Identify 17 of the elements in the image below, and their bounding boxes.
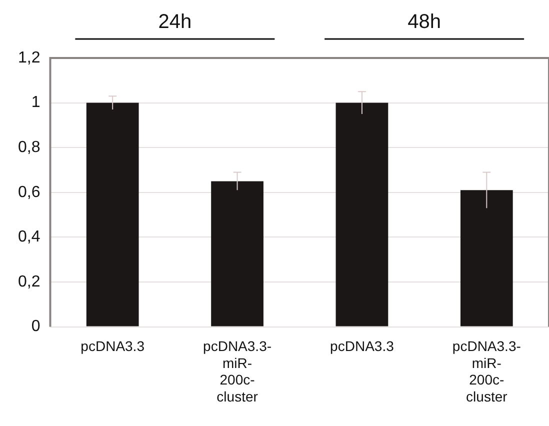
x-tick-label: pcDNA3.3-miR-200c-cluster <box>203 338 272 404</box>
y-tick-label: 1 <box>31 94 40 112</box>
y-tick-label: 1,2 <box>18 49 40 66</box>
y-tick-label: 0 <box>31 318 40 336</box>
bar <box>336 102 388 326</box>
y-tick-label: 0,8 <box>18 139 40 156</box>
x-tick-label: pcDNA3.3 <box>330 338 394 354</box>
text: 24h <box>158 11 192 33</box>
x-tick-label: pcDNA3.3 <box>80 338 145 354</box>
text: 48h <box>408 11 441 33</box>
y-tick-label: 0,4 <box>18 228 40 246</box>
y-tick-label: 0,2 <box>18 273 40 290</box>
x-tick-label: pcDNA3.3-miR-200c-cluster <box>452 338 522 404</box>
bar <box>460 190 513 326</box>
bar <box>211 181 264 326</box>
y-tick-label: 0,6 <box>18 184 40 201</box>
bar <box>86 102 139 326</box>
